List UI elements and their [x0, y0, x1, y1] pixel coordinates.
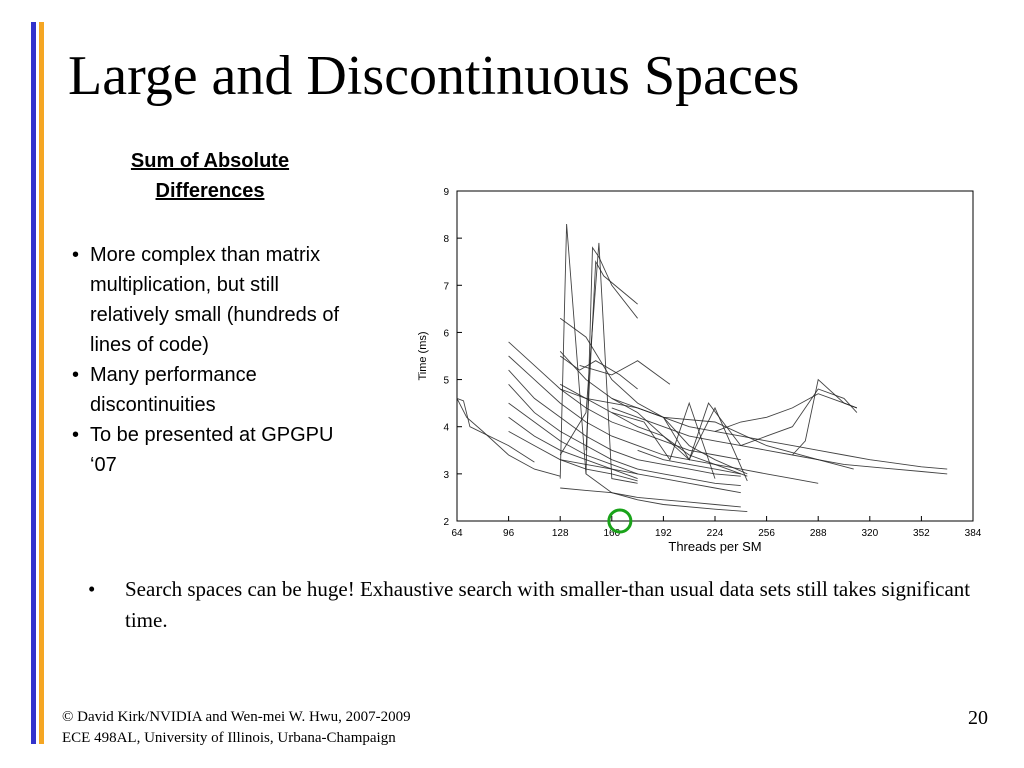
x-tick-label: 96 [503, 528, 515, 539]
x-tick-label: 64 [451, 528, 463, 539]
x-tick-label: 288 [810, 528, 827, 539]
y-axis-label: Time (ms) [417, 331, 429, 380]
x-tick-label: 320 [861, 528, 878, 539]
side-bullet-list: More complex than matrix multiplication,… [72, 240, 362, 480]
x-axis-label: Threads per SM [668, 539, 761, 554]
series-line-9 [559, 383, 748, 482]
side-bullet: More complex than matrix multiplication,… [72, 240, 362, 360]
x-tick-label: 224 [707, 528, 724, 539]
plot-frame [456, 190, 974, 522]
threads-vs-time-chart: 64 96 128 160 192 224 256 288 320 352 384 2 3 4 5 6 7 8 9 T… [417, 187, 982, 554]
x-tick-label: 384 [965, 528, 982, 539]
series-line-13 [508, 355, 741, 470]
y-tick-label: 2 [443, 517, 449, 528]
x-tick-label: 256 [758, 528, 775, 539]
series-line-23 [792, 378, 858, 456]
x-tick-label: 160 [603, 528, 620, 539]
main-bullet-text: Search spaces can be huge! Exhaustive se… [125, 577, 971, 632]
footer-copyright: © David Kirk/NVIDIA and Wen-mei W. Hwu, … [62, 709, 411, 725]
highlight-circle [607, 508, 633, 534]
x-tick-label: 128 [552, 528, 569, 539]
side-bullet: Many performance discontinuities [72, 360, 362, 420]
y-tick-label: 4 [443, 423, 449, 434]
y-tick-label: 8 [443, 234, 449, 245]
y-tick-label: 6 [443, 328, 449, 339]
series-line-6 [585, 260, 638, 451]
y-tick-label: 3 [443, 470, 449, 481]
series-line-25 [560, 459, 741, 494]
side-bullet: To be presented at GPGPU ‘07 [72, 420, 362, 480]
footer: © David Kirk/NVIDIA and Wen-mei W. Hwu, … [62, 707, 411, 749]
series-line-17 [508, 416, 638, 480]
slide-title: Large and Discontinuous Spaces [68, 45, 800, 107]
bullet-marker: • [88, 577, 96, 601]
y-tick-label: 7 [443, 281, 449, 292]
series-line-18 [508, 431, 638, 482]
subheading-line-2: Differences [155, 180, 265, 202]
series-line-27 [637, 449, 741, 475]
x-tick-label: 352 [913, 528, 930, 539]
series-line-16 [508, 402, 638, 475]
main-bullet: • Search spaces can be huge! Exhaustive … [88, 574, 998, 636]
series-line-5 [585, 246, 638, 474]
series-line-4 [559, 242, 638, 484]
footer-course: ECE 498AL, University of Illinois, Urban… [62, 730, 396, 746]
subheading-line-1: Sum of Absolute [130, 150, 290, 172]
series-line-2 [456, 397, 535, 463]
subheading: Sum of Absolute Differences [100, 146, 320, 206]
series-line-3 [559, 223, 748, 513]
series-line-14 [508, 369, 741, 477]
series-line-7 [559, 317, 748, 475]
series-line-8 [559, 350, 748, 477]
y-tick-label: 5 [443, 376, 449, 387]
accent-bar-gold [39, 22, 44, 744]
series-line-26 [560, 487, 741, 508]
series-line-29 [579, 360, 671, 385]
series-line-12 [508, 341, 741, 461]
series-line-20 [611, 397, 948, 470]
series-line-1 [456, 398, 561, 477]
page-number: 20 [968, 707, 988, 729]
series-line-24 [740, 468, 819, 484]
series-line-22 [714, 393, 858, 432]
accent-bar-blue [31, 22, 36, 744]
x-tick-label: 192 [655, 528, 672, 539]
series-line-19 [611, 407, 948, 475]
series-line-28 [559, 355, 638, 390]
series-line-15 [508, 383, 741, 487]
y-tick-label: 9 [443, 187, 449, 198]
